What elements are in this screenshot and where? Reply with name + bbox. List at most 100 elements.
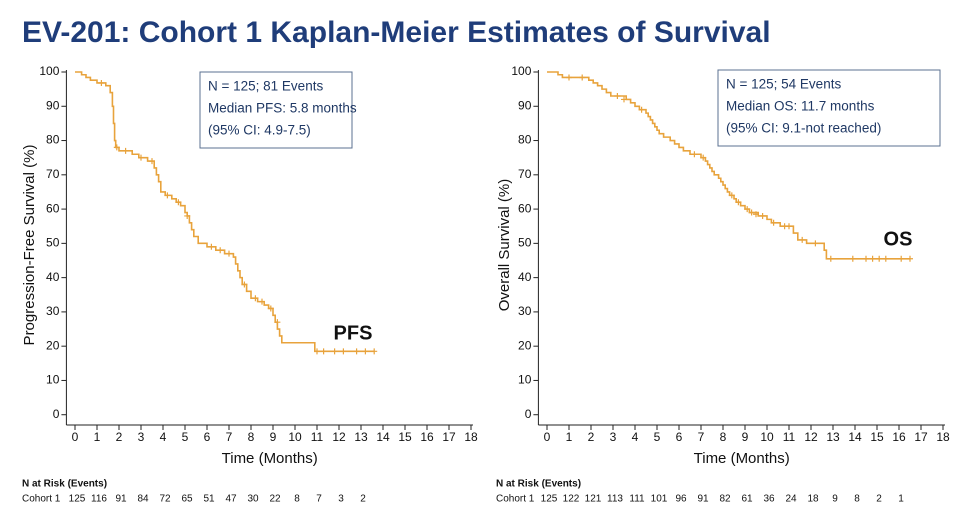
annotation-box <box>717 69 941 147</box>
x-tick-label: 8 <box>248 430 255 444</box>
censor-mark <box>799 236 806 243</box>
censor-mark <box>208 243 215 250</box>
censor-mark <box>898 255 905 262</box>
risk-count: 84 <box>137 494 149 505</box>
x-tick-label: 0 <box>72 430 79 444</box>
x-tick-label: 2 <box>588 430 595 444</box>
censor-mark <box>638 106 645 113</box>
censor-mark <box>98 79 105 86</box>
y-tick-label: 30 <box>518 304 532 318</box>
censor-mark <box>331 348 338 355</box>
risk-table-title: N at Risk (Events) <box>22 479 107 490</box>
x-tick-label: 11 <box>311 430 324 444</box>
risk-count: 9 <box>832 494 838 505</box>
y-tick-label: 10 <box>518 373 532 387</box>
x-tick-label: 18 <box>936 430 950 444</box>
annotation-box <box>199 71 353 149</box>
risk-count: 51 <box>203 494 215 505</box>
x-tick-label: 10 <box>760 430 774 444</box>
x-tick-label: 7 <box>698 430 705 444</box>
x-tick-label: 1 <box>94 430 101 444</box>
censor-mark <box>226 250 232 257</box>
x-tick-label: 15 <box>870 430 884 444</box>
x-tick-label: 6 <box>204 430 211 444</box>
censor-mark <box>863 255 869 262</box>
x-tick-label: 1 <box>566 430 573 444</box>
x-tick-label: 8 <box>720 430 727 444</box>
risk-row-label: Cohort 1 <box>496 494 535 505</box>
censor-mark <box>907 255 913 262</box>
censor-mark <box>241 281 248 288</box>
risk-count: 82 <box>719 494 731 505</box>
censor-mark <box>353 348 360 355</box>
survival-curve <box>547 71 910 260</box>
x-tick-label: 13 <box>354 430 368 444</box>
annotation-text: Median PFS: 5.8 months <box>208 101 357 116</box>
censor-mark <box>340 348 347 355</box>
censor-mark <box>320 348 327 355</box>
risk-count: 2 <box>876 494 882 505</box>
risk-count: 116 <box>91 494 107 505</box>
risk-count: 24 <box>785 494 797 505</box>
y-tick-label: 50 <box>46 236 60 250</box>
risk-row-label: Cohort 1 <box>22 494 61 505</box>
risk-count: 122 <box>563 494 580 505</box>
censor-mark <box>149 158 155 165</box>
x-tick-label: 17 <box>442 430 456 444</box>
y-tick-label: 20 <box>518 338 532 352</box>
censor-mark <box>252 295 259 302</box>
y-tick-label: 20 <box>46 338 60 352</box>
y-tick-label: 40 <box>518 270 532 284</box>
x-tick-label: 11 <box>783 430 796 444</box>
y-tick-label: 100 <box>39 64 59 78</box>
risk-count: 30 <box>247 494 259 505</box>
censor-mark <box>876 255 883 262</box>
annotation-text: (95% CI: 9.1-not reached) <box>726 121 881 136</box>
annotation-text: N = 125; 54 Events <box>726 77 841 92</box>
censor-mark <box>728 192 735 199</box>
y-tick-label: 50 <box>518 236 532 250</box>
censor-mark <box>138 154 144 161</box>
censor-mark <box>735 199 742 206</box>
censor-mark <box>184 212 191 219</box>
x-tick-label: 16 <box>420 430 434 444</box>
y-tick-label: 60 <box>518 201 532 215</box>
annotation-text: (95% CI: 4.9-7.5) <box>208 123 311 138</box>
x-tick-label: 9 <box>270 430 277 444</box>
x-tick-label: 15 <box>398 430 412 444</box>
censor-mark <box>786 223 792 230</box>
censor-mark <box>700 154 707 161</box>
annotation-text: Median OS: 11.7 months <box>726 99 875 114</box>
annotation-text: N = 125; 81 Events <box>208 79 323 94</box>
censor-mark <box>217 247 224 254</box>
risk-count: 65 <box>181 494 193 505</box>
censor-mark <box>259 298 265 305</box>
censor-mark <box>759 212 766 219</box>
censor-mark <box>753 211 759 218</box>
y-tick-label: 100 <box>511 64 531 78</box>
x-tick-label: 18 <box>464 430 478 444</box>
x-axis-label: Time (Months) <box>694 450 790 467</box>
censor-mark <box>164 192 171 199</box>
risk-count: 3 <box>338 494 344 505</box>
page-title: EV-201: Cohort 1 Kaplan-Meier Estimates … <box>22 16 771 49</box>
censor-mark <box>113 144 120 151</box>
x-tick-label: 6 <box>676 430 683 444</box>
censor-mark <box>691 151 698 158</box>
risk-table-title: N at Risk (Events) <box>496 479 581 490</box>
y-tick-label: 80 <box>46 133 60 147</box>
y-tick-label: 40 <box>46 270 60 284</box>
censor-mark <box>744 206 751 213</box>
risk-count: 8 <box>854 494 860 505</box>
x-tick-label: 14 <box>376 430 390 444</box>
risk-count: 8 <box>294 494 300 505</box>
censor-mark <box>770 219 777 226</box>
y-tick-label: 0 <box>53 407 60 421</box>
censor-mark <box>122 147 129 154</box>
risk-count: 2 <box>360 494 366 505</box>
risk-count: 101 <box>651 494 668 505</box>
censor-mark <box>882 255 889 262</box>
x-tick-label: 12 <box>804 430 818 444</box>
risk-count: 125 <box>541 494 558 505</box>
x-tick-label: 5 <box>182 430 189 444</box>
